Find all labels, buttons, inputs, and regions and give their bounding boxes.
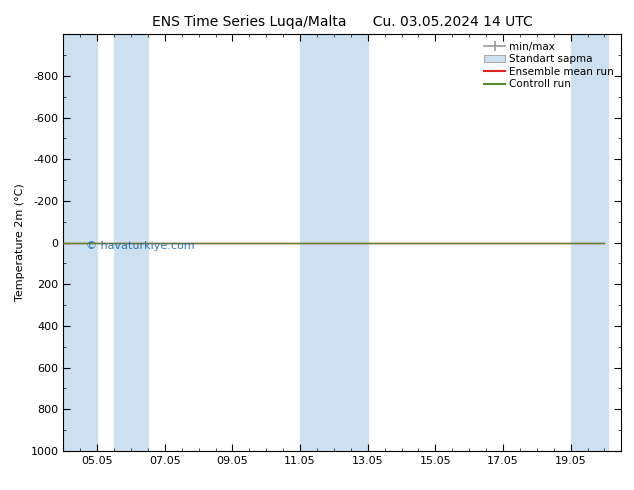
Bar: [571, 34, 608, 451]
Bar: [114, 34, 148, 451]
Title: ENS Time Series Luqa/Malta      Cu. 03.05.2024 14 UTC: ENS Time Series Luqa/Malta Cu. 03.05.202…: [152, 15, 533, 29]
Legend: min/max, Standart sapma, Ensemble mean run, Controll run: min/max, Standart sapma, Ensemble mean r…: [482, 40, 616, 92]
Text: © havaturkiye.com: © havaturkiye.com: [86, 241, 195, 251]
Bar: [60, 34, 97, 451]
Y-axis label: Temperature 2m (°C): Temperature 2m (°C): [15, 184, 25, 301]
Bar: [300, 34, 368, 451]
